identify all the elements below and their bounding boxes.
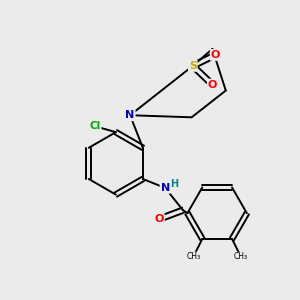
Text: O: O [211, 50, 220, 60]
Text: O: O [154, 214, 164, 224]
Text: CH₃: CH₃ [234, 252, 248, 261]
Text: N: N [125, 110, 135, 120]
Text: O: O [208, 80, 217, 90]
Text: CH₃: CH₃ [186, 252, 200, 261]
Text: N: N [160, 183, 170, 193]
Text: S: S [189, 61, 197, 71]
Text: Cl: Cl [89, 121, 100, 131]
Text: H: H [171, 179, 179, 189]
